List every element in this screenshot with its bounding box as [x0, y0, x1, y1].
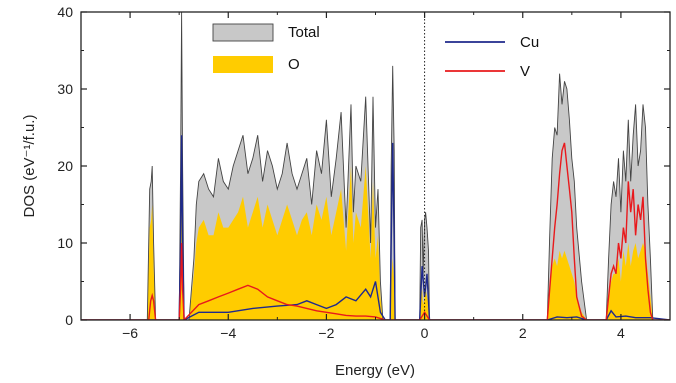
legend-label-cu: Cu — [520, 34, 539, 51]
series-cu-line — [81, 135, 670, 320]
x-tick-label: 0 — [421, 325, 429, 341]
y-tick-label: 40 — [57, 4, 73, 20]
legend-swatch-o — [213, 56, 273, 73]
y-tick-label: 30 — [57, 81, 73, 97]
series-v-line — [81, 142, 670, 320]
legend-label-o: O — [288, 56, 300, 73]
y-tick-label: 20 — [57, 158, 73, 174]
series-layer — [81, 12, 670, 320]
x-tick-label: −4 — [220, 325, 236, 341]
series-o-area — [81, 166, 670, 320]
x-tick-label: −2 — [318, 325, 334, 341]
legend-swatch-total — [212, 23, 274, 42]
y-tick-label: 10 — [57, 235, 73, 251]
x-tick-label: 4 — [617, 325, 625, 341]
x-tick-label: −6 — [122, 325, 138, 341]
series-total-line — [81, 12, 670, 320]
x-axis-title: Energy (eV) — [335, 362, 415, 379]
legend-label-v: V — [520, 63, 530, 80]
x-tick-label: 2 — [519, 325, 527, 341]
legend: Total O Cu V — [212, 23, 539, 80]
y-tick-label: 0 — [65, 312, 73, 328]
legend-label-total: Total — [288, 24, 320, 41]
y-axis-title: DOS (eV⁻¹/f.u.) — [21, 115, 38, 218]
